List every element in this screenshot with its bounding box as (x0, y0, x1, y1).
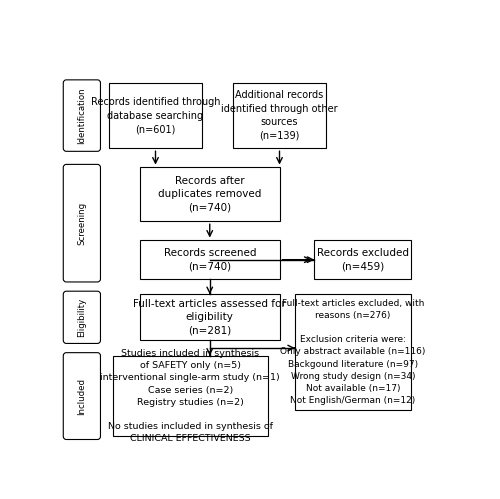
Text: Records identified through
database searching
(n=601): Records identified through database sear… (91, 97, 220, 134)
Text: Screening: Screening (78, 202, 86, 245)
FancyBboxPatch shape (140, 294, 280, 340)
FancyBboxPatch shape (64, 80, 100, 151)
Text: Studies included in synthesis
of SAFETY only (n=5)
interventional single-arm stu: Studies included in synthesis of SAFETY … (100, 349, 280, 443)
FancyBboxPatch shape (233, 83, 326, 148)
FancyBboxPatch shape (140, 168, 280, 221)
FancyBboxPatch shape (295, 294, 411, 410)
FancyBboxPatch shape (140, 241, 280, 279)
FancyBboxPatch shape (113, 356, 268, 437)
Text: Included: Included (78, 378, 86, 415)
Text: Additional records
identified through other
sources
(n=139): Additional records identified through ot… (221, 90, 338, 141)
Text: Records after
duplicates removed
(n=740): Records after duplicates removed (n=740) (158, 176, 262, 213)
Text: Identification: Identification (78, 87, 86, 144)
FancyBboxPatch shape (109, 83, 202, 148)
FancyBboxPatch shape (64, 291, 100, 343)
FancyBboxPatch shape (314, 241, 411, 279)
Text: Full-text articles excluded, with
reasons (n=276)

Exclusion criteria were:
Only: Full-text articles excluded, with reason… (280, 299, 426, 405)
Text: Eligibility: Eligibility (78, 298, 86, 337)
Text: Records screened
(n=740): Records screened (n=740) (164, 248, 256, 271)
Text: Full-text articles assessed for
eligibility
(n=281): Full-text articles assessed for eligibil… (134, 299, 286, 336)
FancyBboxPatch shape (64, 164, 100, 282)
Text: Records excluded
(n=459): Records excluded (n=459) (317, 248, 409, 271)
FancyBboxPatch shape (64, 353, 100, 440)
